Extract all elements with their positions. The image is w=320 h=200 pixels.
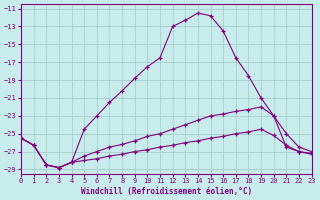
- X-axis label: Windchill (Refroidissement éolien,°C): Windchill (Refroidissement éolien,°C): [81, 187, 252, 196]
